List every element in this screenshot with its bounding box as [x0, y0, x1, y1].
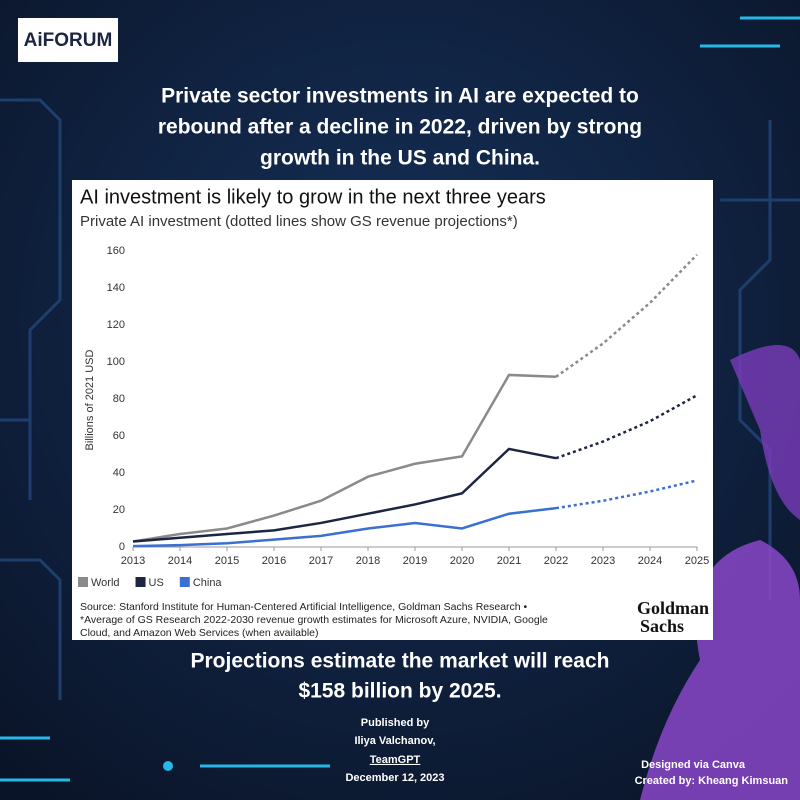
source: Source: Stanford Institute for Human-Cen…: [80, 601, 528, 613]
published: December 12, 2023: [345, 772, 444, 784]
circuit-decoration: [0, 16, 800, 800]
published: Iliya Valchanov,: [354, 735, 435, 747]
x-tick-label: 2018: [356, 555, 380, 567]
legend-swatch: [135, 577, 146, 587]
x-tick-label: 2019: [403, 555, 427, 567]
chart-panel: [72, 180, 713, 640]
legend-swatch: [179, 577, 190, 587]
logo-box: [18, 18, 118, 62]
logo: AiFORUM: [24, 30, 113, 51]
x-tick-label: 2015: [215, 555, 239, 567]
x-tick-label: 2025: [685, 555, 709, 567]
y-tick-label: 0: [119, 541, 125, 553]
y-axis-label: Billions of 2021 USD: [84, 350, 96, 451]
y-tick-label: 40: [113, 467, 125, 479]
y-tick-label: 80: [113, 393, 125, 405]
x-tick-label: 2013: [121, 555, 145, 567]
chart-title: AI investment is likely to grow in the n…: [80, 186, 546, 208]
x-tick-label: 2022: [544, 555, 568, 567]
published-link[interactable]: TeamGPT: [370, 754, 421, 766]
x-tick-label: 2024: [638, 555, 662, 567]
headline: growth in the US and China.: [260, 147, 540, 170]
chart-subtitle: Private AI investment (dotted lines show…: [80, 213, 518, 230]
y-tick-label: 140: [107, 282, 125, 294]
legend-swatch: [78, 577, 88, 587]
credit: Designed via Canva: [641, 759, 746, 771]
y-tick-label: 100: [107, 356, 125, 368]
y-tick-label: 120: [107, 319, 125, 331]
legend-label: US: [149, 577, 164, 589]
y-tick-label: 20: [113, 504, 125, 516]
y-tick-label: 60: [113, 430, 125, 442]
headline: Private sector investments in AI are exp…: [161, 85, 639, 108]
source: *Average of GS Research 2022-2030 revenu…: [80, 614, 548, 626]
brand: Goldman: [637, 598, 709, 618]
series-line: [555, 394, 698, 460]
plot: 0 20 40 60 80 100 120 140 160 2013 2014 2015 2016 201…: [78, 245, 709, 589]
x-tick-label: 2016: [262, 555, 286, 567]
x-tick-label: 2020: [450, 555, 474, 567]
headline: rebound after a decline in 2022, driven …: [158, 116, 642, 139]
conclusion: $158 billion by 2025.: [298, 680, 501, 703]
conclusion: Projections estimate the market will rea…: [191, 650, 610, 673]
series-line: [132, 447, 557, 543]
source: Cloud, and Amazon Web Services (when ava…: [80, 627, 319, 639]
brand: Sachs: [640, 616, 684, 636]
series-line: [132, 506, 557, 548]
x-tick-label: 2014: [168, 555, 192, 567]
credit: Created by: Kheang Kimsuan: [635, 775, 789, 787]
x-tick-label: 2021: [497, 555, 521, 567]
y-tick-label: 160: [107, 245, 125, 257]
legend-label: World: [91, 577, 120, 589]
published: Published by: [361, 717, 430, 729]
legend-label: China: [193, 577, 223, 589]
x-tick-label: 2017: [309, 555, 333, 567]
series-line: [132, 373, 557, 543]
x-tick-label: 2023: [591, 555, 615, 567]
